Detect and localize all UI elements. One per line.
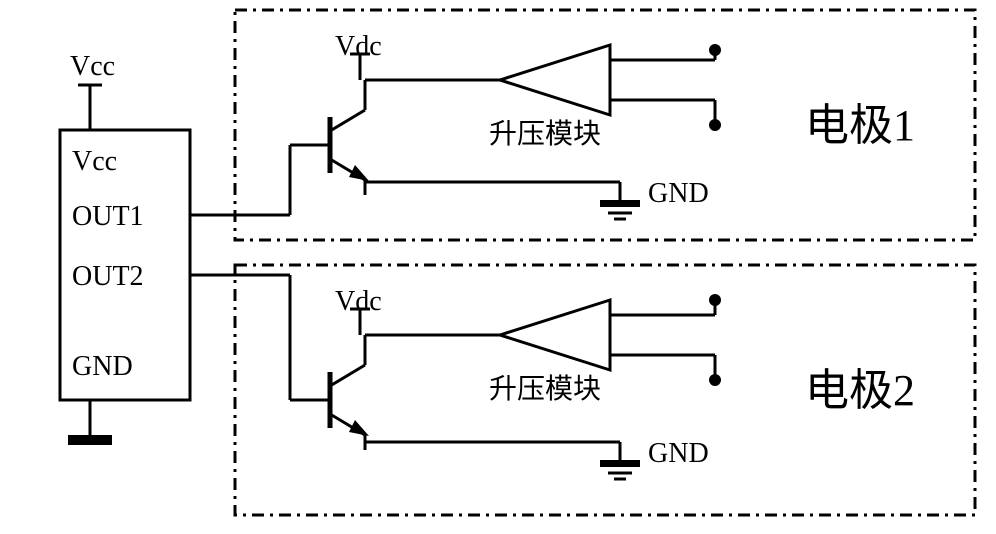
ic-out1-label: OUT1 (72, 201, 144, 232)
vcc-top-label: Vcc (70, 51, 115, 82)
ic-out2-label: OUT2 (72, 261, 144, 292)
ic-gnd-label: GND (72, 351, 133, 382)
vdc-label: Vdc (335, 286, 382, 317)
electrode-2-title: 电极2 (805, 366, 915, 415)
gnd-label: GND (648, 178, 709, 209)
circuit-diagram: Vcc Vcc OUT1 OUT2 GND Vdc 升压模块 GND 电极1 Vdc 升压模块 GND… (0, 0, 996, 534)
boost-module-label: 升压模块 (489, 373, 601, 405)
vdc-label: Vdc (335, 31, 382, 62)
boost-module-icon (500, 300, 610, 370)
gnd-icon (600, 200, 640, 207)
boost-module-icon (500, 45, 610, 115)
gnd-label: GND (648, 438, 709, 469)
boost-module-label: 升压模块 (489, 118, 601, 150)
ic-vcc-label: Vcc (72, 146, 117, 177)
ic-gnd-icon (68, 435, 112, 445)
electrode-1-title: 电极1 (805, 101, 915, 150)
gnd-icon (600, 460, 640, 467)
